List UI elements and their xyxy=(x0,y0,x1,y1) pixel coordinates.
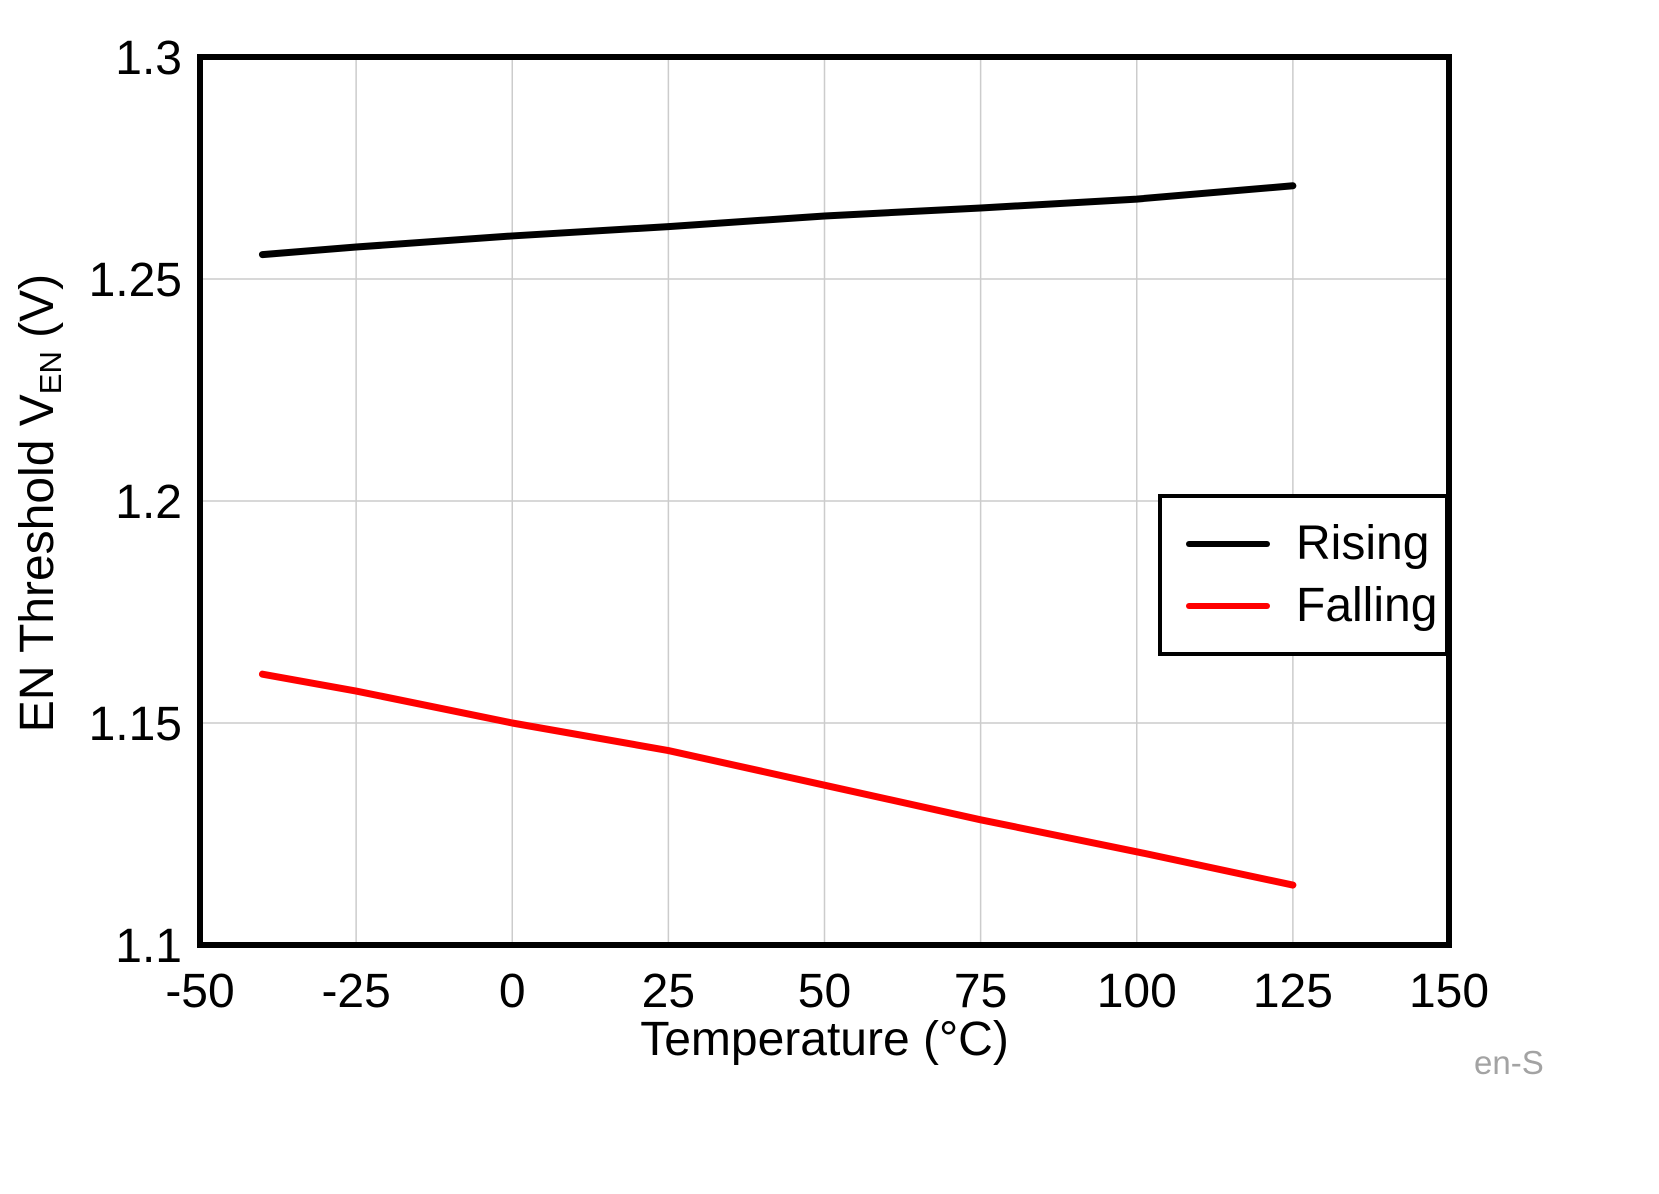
watermark: en-S xyxy=(1474,1044,1544,1081)
x-tick-label: 25 xyxy=(642,965,695,1018)
x-tick-label: 100 xyxy=(1097,965,1177,1018)
y-tick-label: 1.3 xyxy=(115,32,182,85)
x-tick-label: 50 xyxy=(798,965,851,1018)
legend: Rising Falling xyxy=(1158,494,1449,656)
x-tick-label: 150 xyxy=(1409,965,1489,1018)
x-tick-label: -25 xyxy=(321,965,390,1018)
rising-line-swatch xyxy=(1186,541,1270,547)
y-axis-title-text: EN Threshold V xyxy=(11,394,64,733)
x-tick-label: 0 xyxy=(499,965,526,1018)
y-tick-label: 1.25 xyxy=(89,254,182,307)
x-axis-title: Temperature (°C) xyxy=(640,1013,1009,1066)
legend-label-rising: Rising xyxy=(1296,517,1430,570)
x-tick-label: 75 xyxy=(954,965,1007,1018)
legend-item-rising: Rising xyxy=(1186,518,1445,570)
series-line-rising xyxy=(258,182,1297,259)
legend-item-falling: Falling xyxy=(1186,580,1445,632)
y-tick-label: 1.2 xyxy=(115,476,182,529)
y-tick-label: 1.1 xyxy=(115,920,182,973)
y-tick-label: 1.15 xyxy=(89,698,182,751)
series-line-falling xyxy=(258,670,1297,889)
y-axis-title-units: (V) xyxy=(11,273,64,352)
y-axis-title-subscript: EN xyxy=(33,351,68,395)
legend-label-falling: Falling xyxy=(1296,579,1438,632)
x-tick-label: 125 xyxy=(1253,965,1333,1018)
plot-border xyxy=(197,54,1452,948)
falling-line-swatch xyxy=(1186,603,1270,609)
x-tick-label: -50 xyxy=(165,965,234,1018)
y-axis-title: EN Threshold VEN (V) xyxy=(11,53,68,953)
